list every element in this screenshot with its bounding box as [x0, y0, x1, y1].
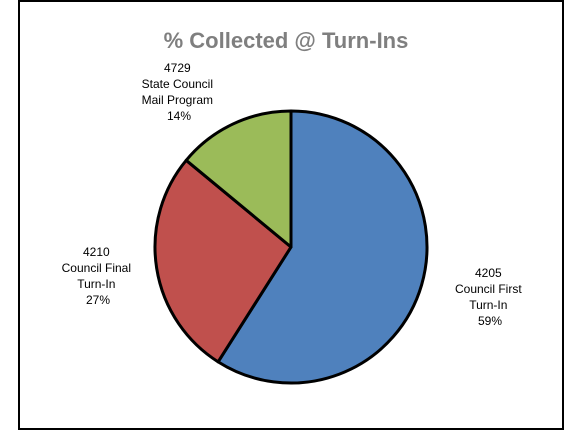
label-4210-line2: Turn-In — [77, 277, 115, 291]
pie-slice-4729 — [184, 109, 293, 249]
pie-slice-4210 — [153, 158, 293, 364]
label-4210-line1: Council Final — [62, 261, 131, 275]
label-4205-percent: 59% — [478, 314, 502, 328]
label-4729-line2: Mail Program — [142, 93, 213, 107]
label-4729: 4729 State Council Mail Program 14% — [142, 61, 217, 123]
label-4205-line2: Turn-In — [469, 298, 507, 312]
label-4205-line1: Council First — [455, 282, 522, 296]
label-4729-line1: State Council — [142, 77, 213, 91]
label-4729-code: 4729 — [164, 61, 191, 75]
chart-title: % Collected @ Turn-Ins — [163, 28, 409, 53]
label-4205: 4205 Council First Turn-In 59% — [455, 266, 525, 328]
label-4205-code: 4205 — [475, 266, 502, 280]
label-4210-percent: 27% — [86, 293, 110, 307]
pie-slice-4205 — [216, 109, 429, 385]
label-4210-code: 4210 — [83, 245, 110, 259]
label-4729-percent: 14% — [167, 109, 191, 123]
label-4210: 4210 Council Final Turn-In 27% — [62, 245, 135, 307]
pie-slices — [153, 109, 429, 385]
